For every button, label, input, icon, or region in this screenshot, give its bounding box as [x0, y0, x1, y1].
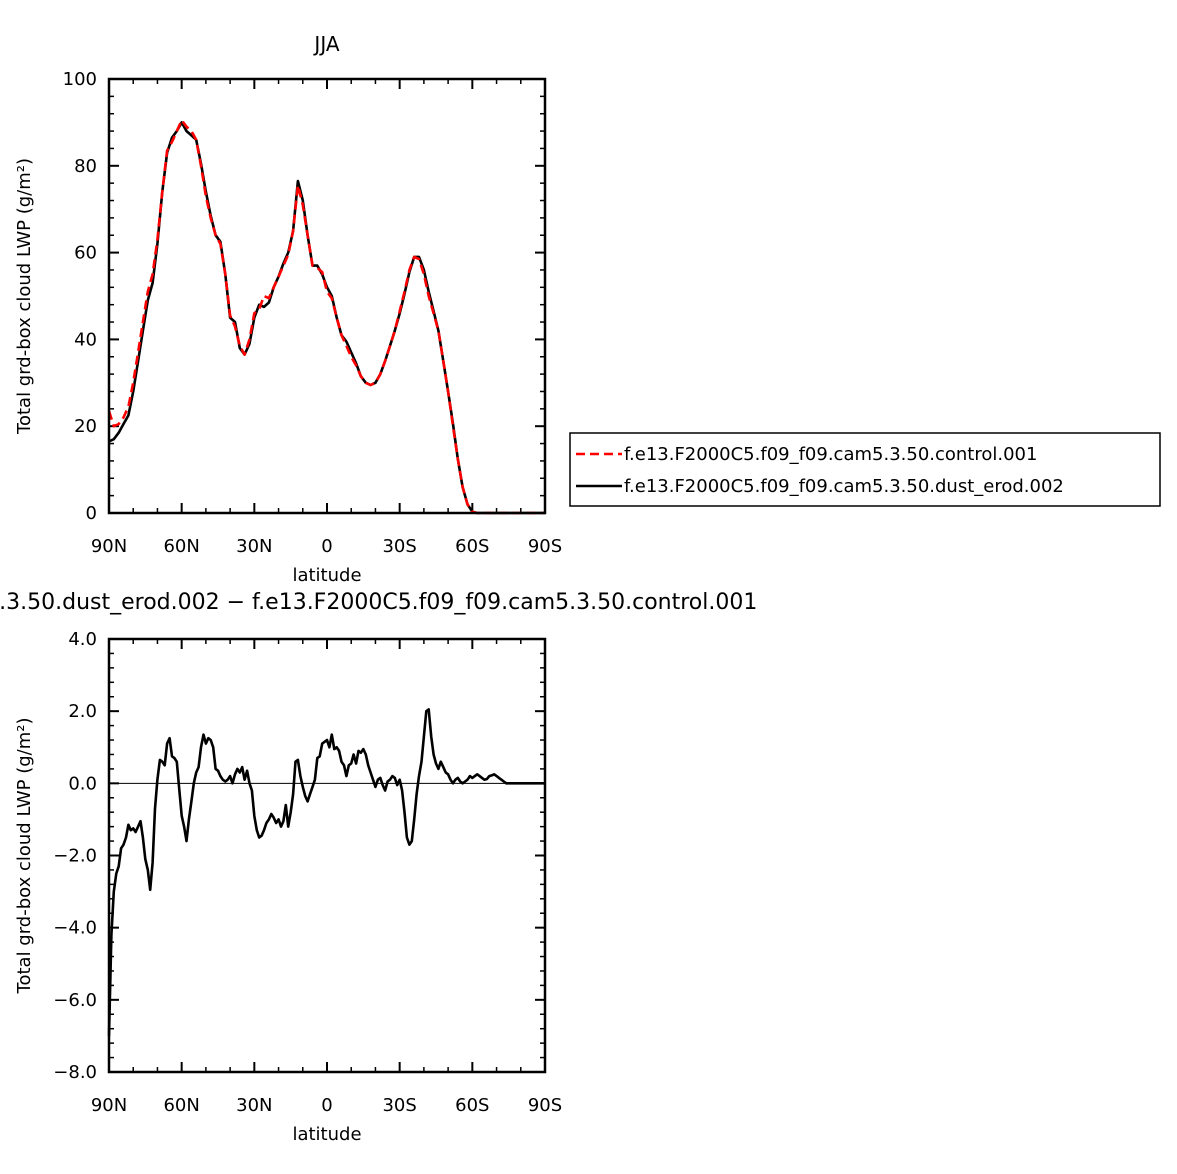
x-tick-label: 30N	[236, 536, 272, 557]
y-tick-label: 60	[74, 243, 97, 264]
panel-1-title: f.e13.F2000C5.f09_f09.cam5.3.50.dust_ero…	[0, 590, 757, 615]
x-tick-label: 60N	[163, 536, 199, 557]
x-tick-label: 90S	[528, 536, 562, 557]
panel-0-title: JJA	[312, 32, 339, 56]
y-tick-label: 40	[74, 329, 97, 350]
legend-box	[569, 432, 1161, 507]
panel-0-y-axis-label: Total grd-box cloud LWP (g/m²)	[14, 158, 35, 435]
panel-0-x-axis-label: latitude	[292, 565, 361, 586]
y-tick-label: 0.0	[68, 773, 97, 794]
y-tick-label: −6.0	[53, 990, 97, 1011]
y-tick-label: 0	[86, 503, 97, 524]
y-tick-label: 2.0	[68, 701, 97, 722]
x-tick-label: 90N	[91, 536, 127, 557]
y-tick-label: 100	[63, 69, 97, 90]
y-tick-label: −8.0	[53, 1062, 97, 1083]
panel-0-series-line-1	[108, 121, 545, 515]
x-tick-label: 60S	[455, 1095, 489, 1116]
x-tick-label: 30S	[382, 536, 416, 557]
x-tick-label: 0	[321, 536, 332, 557]
y-tick-label: −2.0	[53, 846, 97, 867]
panel-1-series-line-0	[107, 708, 545, 1036]
legend-label-0: f.e13.F2000C5.f09_f09.cam5.3.50.control.…	[624, 444, 1037, 465]
x-tick-label: 0	[321, 1095, 332, 1116]
panel-1-y-axis-label: Total grd-box cloud LWP (g/m²)	[14, 718, 35, 995]
x-tick-label: 30N	[236, 1095, 272, 1116]
panel-1-x-axis-label: latitude	[292, 1124, 361, 1145]
y-tick-label: −4.0	[53, 918, 97, 939]
panel-0-plot-frame	[107, 77, 547, 515]
panel-1-plot-frame	[107, 637, 547, 1074]
x-tick-label: 60N	[163, 1095, 199, 1116]
x-tick-label: 60S	[455, 536, 489, 557]
y-tick-label: 20	[74, 416, 97, 437]
x-tick-label: 30S	[382, 1095, 416, 1116]
x-tick-label: 90S	[528, 1095, 562, 1116]
legend-label-1: f.e13.F2000C5.f09_f09.cam5.3.50.dust_ero…	[624, 476, 1064, 497]
panel-0-series-line-0	[107, 118, 545, 515]
x-tick-label: 90N	[91, 1095, 127, 1116]
y-tick-label: 4.0	[68, 629, 97, 650]
y-tick-label: 80	[74, 156, 97, 177]
